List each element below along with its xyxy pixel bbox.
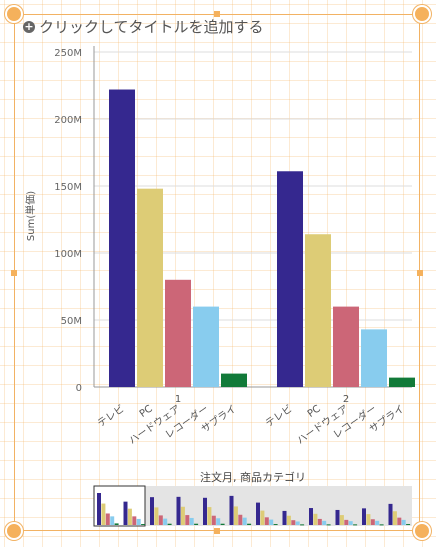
navigator-bar <box>136 518 141 525</box>
resize-handle-bottom[interactable] <box>214 528 220 534</box>
navigator-bar <box>348 521 353 525</box>
navigator-bar <box>132 516 137 525</box>
y-tick-label: 150M <box>54 182 82 193</box>
x-group-label: 1 <box>175 394 181 405</box>
y-tick-label: 100M <box>54 249 82 260</box>
bar[interactable] <box>165 279 191 387</box>
navigator-bar <box>229 495 234 525</box>
navigator-bar <box>401 519 406 525</box>
resize-handle-top-left[interactable] <box>5 5 23 23</box>
navigator-bar <box>291 520 296 525</box>
navigator-bar <box>397 517 402 525</box>
chart-title[interactable]: + クリックしてタイトルを追加する <box>23 16 264 37</box>
navigator-bar <box>185 515 190 525</box>
navigator-bar <box>180 506 185 525</box>
navigator-bar <box>176 496 181 525</box>
x-axis-title: 注文月, 商品カテゴリ <box>200 470 306 484</box>
navigator-bar <box>375 520 380 525</box>
navigator-bar <box>379 524 384 526</box>
bar[interactable] <box>361 329 387 387</box>
navigator-bar <box>406 524 411 526</box>
navigator-bar <box>242 517 247 525</box>
bar[interactable] <box>193 306 219 387</box>
bar[interactable] <box>109 89 135 388</box>
resize-handle-top[interactable] <box>214 11 220 17</box>
navigator-bar <box>370 519 375 525</box>
x-category-label: テレビ <box>263 403 294 430</box>
navigator-bar <box>300 524 305 526</box>
navigator-bar <box>127 508 132 525</box>
bar[interactable] <box>137 188 163 387</box>
navigator-bar <box>335 509 340 525</box>
navigator-bar <box>211 515 216 525</box>
navigator-bar <box>101 503 106 525</box>
navigator-bar <box>392 511 397 525</box>
navigator-bar <box>353 524 358 526</box>
navigator-bar <box>123 501 128 525</box>
y-tick-label: 50M <box>61 316 82 327</box>
navigator-bar <box>313 513 318 525</box>
navigator-bar <box>344 519 349 525</box>
navigator-bar <box>189 517 194 525</box>
navigator-bar <box>163 518 168 525</box>
navigator-bar <box>158 515 163 525</box>
navigator-bar <box>366 514 371 525</box>
navigator-bar <box>322 520 327 525</box>
navigator-bar <box>282 510 287 525</box>
resize-handle-bottom-right[interactable] <box>413 522 431 540</box>
navigator-bar <box>207 507 212 525</box>
x-category-label: PC <box>306 403 323 419</box>
navigator-bar <box>167 523 172 525</box>
bar[interactable] <box>305 234 331 387</box>
y-tick-label: 0 <box>76 383 82 394</box>
navigator-bar <box>273 524 278 526</box>
navigator-bar <box>260 510 265 525</box>
navigator-bar <box>362 508 366 525</box>
navigator-bar <box>194 523 199 525</box>
navigator-bar <box>216 518 221 525</box>
navigator-bar <box>317 518 322 525</box>
navigator-bar <box>264 517 269 525</box>
navigator-bar <box>256 502 260 525</box>
x-group-label: 2 <box>343 394 349 405</box>
navigator-bar <box>110 516 115 525</box>
y-tick-label: 200M <box>54 115 82 126</box>
add-title-icon[interactable]: + <box>23 19 35 33</box>
resize-handle-right[interactable] <box>417 270 423 276</box>
resize-handle-left[interactable] <box>11 270 17 276</box>
navigator-bar <box>114 523 119 525</box>
navigator-bar <box>105 513 110 525</box>
navigator-bar <box>97 493 101 525</box>
x-category-label: テレビ <box>95 403 126 430</box>
navigator-bar <box>141 524 146 526</box>
y-tick-label: 250M <box>54 48 82 59</box>
navigator-bar <box>154 507 159 525</box>
resize-handle-top-right[interactable] <box>413 5 431 23</box>
bar[interactable] <box>277 171 303 387</box>
navigator-bar <box>388 503 393 525</box>
navigator-bar <box>339 515 344 525</box>
y-axis-title: Sum(単価) <box>24 191 37 241</box>
navigator-bar <box>247 523 252 525</box>
navigator-bar <box>286 515 291 525</box>
x-category-label: PC <box>138 403 155 419</box>
navigator-bar <box>326 524 331 526</box>
navigator-bar <box>233 506 238 525</box>
navigator-bar <box>295 521 300 525</box>
navigator-bar <box>269 519 274 525</box>
bar[interactable] <box>221 373 247 387</box>
navigator-bar <box>220 523 225 525</box>
chart-title-placeholder[interactable]: クリックしてタイトルを追加する <box>39 18 264 36</box>
navigator-bar <box>309 508 313 525</box>
resize-handle-bottom-left[interactable] <box>5 522 23 540</box>
navigator-bar <box>238 514 243 525</box>
bar[interactable] <box>389 377 415 387</box>
bar[interactable] <box>333 306 359 387</box>
navigator-bar <box>150 497 154 525</box>
navigator-bar <box>203 497 207 525</box>
